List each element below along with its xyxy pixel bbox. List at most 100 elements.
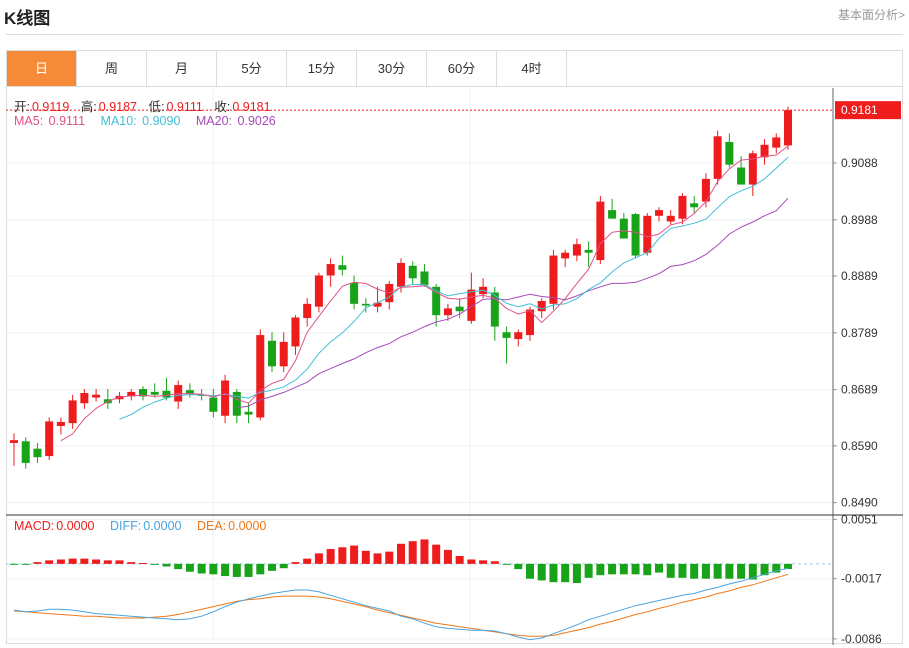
macd-bar xyxy=(385,551,394,564)
chart-container xyxy=(6,86,903,644)
candle-body xyxy=(244,411,253,415)
candle-body xyxy=(455,306,464,312)
ma5-value: 0.9111 xyxy=(48,114,86,128)
macd-bar xyxy=(10,563,18,565)
macd-bar xyxy=(373,553,382,564)
macd-bar xyxy=(115,560,124,564)
candle-body xyxy=(526,309,534,336)
tab-4hour[interactable]: 4时 xyxy=(497,51,567,86)
macd-bar xyxy=(432,544,441,564)
macd-bar xyxy=(678,563,687,578)
macd-bar xyxy=(150,563,159,565)
macd-bar xyxy=(174,563,183,570)
candle-body xyxy=(209,397,218,412)
macd-bar xyxy=(502,563,511,565)
candle-body xyxy=(150,391,159,395)
candle-body xyxy=(10,440,18,443)
macd-bar xyxy=(21,563,30,565)
y-tick-label: 0.9088 xyxy=(841,156,878,170)
candle-body xyxy=(45,421,54,457)
macd-bar xyxy=(455,556,464,564)
macd-bar xyxy=(526,563,534,579)
macd-bar xyxy=(584,563,593,578)
tab-15min[interactable]: 15分 xyxy=(287,51,357,86)
candle-body xyxy=(432,286,441,316)
candle-body xyxy=(725,141,734,165)
macd-bar xyxy=(596,563,605,576)
tab-30min[interactable]: 30分 xyxy=(357,51,427,86)
macd-bar xyxy=(197,563,206,574)
macd-bar xyxy=(467,559,476,564)
candle-body xyxy=(737,167,746,185)
macd-bar xyxy=(291,562,300,564)
high-label: 高: xyxy=(80,100,97,114)
tab-5min[interactable]: 5分 xyxy=(217,51,287,86)
macd-bar xyxy=(45,560,54,564)
candle-body xyxy=(678,195,687,219)
candle-body xyxy=(420,271,429,286)
macd-bar xyxy=(537,563,546,581)
macd-bar xyxy=(232,563,241,577)
macd-bar xyxy=(209,563,218,575)
candle-body xyxy=(690,203,699,208)
diff-line xyxy=(13,567,789,641)
tab-week[interactable]: 周 xyxy=(77,51,147,86)
macd-bar xyxy=(92,559,101,564)
candle-body xyxy=(443,308,452,316)
macd-bar xyxy=(56,559,65,564)
candle-body xyxy=(490,292,499,327)
dea-label: DEA: xyxy=(196,519,227,533)
macd-y-tick-label: -0.0017 xyxy=(841,572,882,586)
macd-bar xyxy=(139,562,147,564)
candle-body xyxy=(467,289,476,321)
candle-body xyxy=(197,394,206,396)
macd-bar xyxy=(268,563,276,571)
ma20-label: MA20: xyxy=(195,114,233,128)
candle-body xyxy=(572,244,581,256)
fundamental-analysis-link[interactable]: 基本面分析> xyxy=(837,8,905,22)
open-value: 0.9119 xyxy=(31,100,70,114)
candle-body xyxy=(56,421,65,426)
candle-body xyxy=(115,395,124,400)
ma20-line xyxy=(236,197,789,409)
candle-body xyxy=(502,332,511,338)
macd-bar xyxy=(479,560,488,564)
macd-bar xyxy=(127,562,136,564)
macd-bar xyxy=(572,563,581,584)
macd-bar xyxy=(690,563,699,579)
macd-bar xyxy=(33,562,42,564)
macd-bar xyxy=(655,563,663,573)
y-tick-label: 0.8889 xyxy=(841,269,878,283)
candle-body xyxy=(291,317,300,347)
last-price-marker xyxy=(835,101,901,120)
candle-body xyxy=(314,275,323,307)
dea-line xyxy=(13,573,789,637)
candle-body xyxy=(397,262,405,287)
candle-body xyxy=(350,282,359,304)
macd-bar xyxy=(725,563,734,579)
tab-month[interactable]: 月 xyxy=(147,51,217,86)
ma5-label: MA5: xyxy=(14,114,44,128)
candle-body xyxy=(408,265,417,279)
macd-bar xyxy=(443,549,452,564)
candle-body xyxy=(139,389,147,397)
macd-bar xyxy=(221,563,230,577)
tab-day[interactable]: 日 xyxy=(7,51,77,86)
candle-body xyxy=(631,214,640,256)
macd-bar xyxy=(256,563,265,575)
low-value: 0.9111 xyxy=(166,100,203,114)
tab-60min[interactable]: 60分 xyxy=(427,51,497,86)
macd-info: MACD: 0.0000 DIFF: 0.0000 DEA: 0.0000 xyxy=(14,519,268,533)
macd-bar xyxy=(737,563,746,579)
candle-body xyxy=(268,340,276,367)
macd-bar xyxy=(303,558,312,564)
macd-bar xyxy=(361,550,370,564)
macd-bar xyxy=(326,549,335,564)
candle-body xyxy=(666,215,675,222)
macd-bar xyxy=(397,543,405,564)
ma10-label: MA10: xyxy=(100,114,137,128)
candle-body xyxy=(21,441,30,463)
macd-y-tick-label: 0.0051 xyxy=(841,512,878,526)
macd-bar xyxy=(619,563,628,575)
